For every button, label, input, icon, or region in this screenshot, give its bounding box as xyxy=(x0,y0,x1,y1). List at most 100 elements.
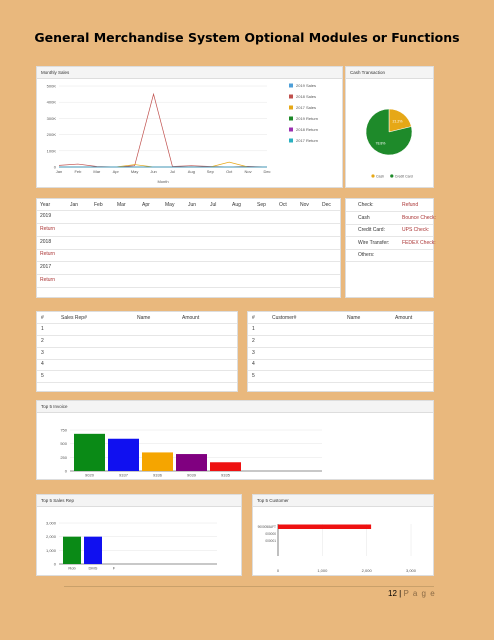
series-line xyxy=(59,161,267,168)
legend-label: Cash xyxy=(376,175,384,179)
legend-swatch xyxy=(289,138,293,143)
row-number: 2 xyxy=(252,337,255,344)
x-tick-label: Nov xyxy=(245,169,252,174)
y-tick-label: 0 xyxy=(54,562,57,567)
legend-label: 2018 Return xyxy=(296,127,318,132)
monthly-sales-title: Monthly Sales xyxy=(37,67,342,79)
row-label: Return xyxy=(40,251,56,258)
row-divider xyxy=(248,382,433,384)
column-header: Oct xyxy=(279,202,287,208)
y-tick-label: 1,000 xyxy=(46,548,57,553)
x-axis-label: Month xyxy=(157,179,168,184)
footer-divider xyxy=(64,586,434,587)
top5-invoice-panel: Top 5 Invoice 0 250 500 750 9020 9337 9336 9039… xyxy=(36,400,434,480)
payment-label: UPS Check: xyxy=(402,227,430,233)
y-tick-label: 9000058AFT xyxy=(258,525,276,529)
page-number: 12 | P a g e xyxy=(388,589,436,598)
column-header: Amount xyxy=(182,315,200,321)
y-tick-label: 000000 xyxy=(265,532,276,536)
x-tick-label: May xyxy=(131,169,139,174)
x-tick-label: Feb xyxy=(74,169,82,174)
monthly-sales-chart: 0 100K 200K 300K 400K 500K Jan Feb Mar Apr May Jun J… xyxy=(47,83,318,184)
header-divider xyxy=(248,323,433,324)
column-header: Dec xyxy=(322,202,331,208)
row-label: Return xyxy=(40,277,56,283)
bar xyxy=(63,536,81,564)
column-header: Jun xyxy=(188,202,197,208)
legend-swatch xyxy=(289,116,293,121)
row-divider xyxy=(37,235,340,237)
cash-transaction-chart: 21.2% 78.8% Cash Credit Card xyxy=(365,108,413,179)
column-header: Year xyxy=(40,202,51,208)
legend-swatch xyxy=(289,105,293,110)
row-divider xyxy=(37,382,237,384)
x-tick-label: 3,000 xyxy=(406,568,417,573)
payment-type-table: Check: Cash Credit Card: Wire Transfer: Othe… xyxy=(345,198,436,298)
cash-transaction-panel: Cash Transaction 21.2% 78.8% Cash Credit Ca… xyxy=(345,66,434,188)
x-tick-label: F xyxy=(113,566,116,571)
row-divider xyxy=(248,335,433,336)
row-divider xyxy=(37,223,340,224)
column-header: May xyxy=(165,202,175,208)
row-label: Return xyxy=(40,225,56,232)
row-number: 1 xyxy=(41,326,44,332)
bar xyxy=(142,452,173,471)
page-number-value: 12 xyxy=(388,589,397,598)
top5-sales-rep-chart: 0 1,000 2,000 3,000 Rob DMS F xyxy=(46,521,217,571)
bar xyxy=(278,524,372,529)
column-header: Mar xyxy=(117,202,126,208)
legend-swatch xyxy=(371,174,375,178)
row-divider xyxy=(37,346,237,348)
column-header: # xyxy=(41,315,44,321)
y-tick-label: 0 xyxy=(54,165,57,170)
bar xyxy=(108,438,139,471)
row-divider xyxy=(346,223,433,225)
legend-label: 2017 Sales xyxy=(296,105,316,110)
x-tick-label: 9335 xyxy=(221,473,231,478)
y-tick-label: 400K xyxy=(47,100,57,105)
row-divider xyxy=(346,248,433,250)
row-divider xyxy=(37,248,340,250)
bar xyxy=(210,462,241,471)
y-tick-label: 750 xyxy=(60,428,67,433)
x-tick-label: Jan xyxy=(56,169,62,174)
column-header: Jul xyxy=(210,202,217,208)
column-header: Apr xyxy=(142,202,150,208)
column-header: Sales Rep# xyxy=(61,315,87,321)
top5-customer-panel: Top 5 Customer 0 1,000 2,000 3,000 9000058AF… xyxy=(252,494,434,576)
top5-customer-chart: 0 1,000 2,000 3,000 9000058AFT 000000 000001 xyxy=(258,524,417,573)
y-tick-label: 000001 xyxy=(265,539,276,543)
header-divider xyxy=(37,323,237,324)
x-tick-label: 9337 xyxy=(119,473,129,478)
row-number: 4 xyxy=(41,361,44,368)
row-divider xyxy=(346,236,433,237)
sales-year-table: Year Jan Feb Mar Apr May Jun Jul Aug Sep Oct Nov Dec… xyxy=(36,198,341,298)
column-header: Sep xyxy=(257,202,266,208)
row-number: 3 xyxy=(252,349,255,356)
column-header: Jan xyxy=(70,202,79,208)
column-header: Aug xyxy=(232,202,241,208)
x-tick-label: 1,000 xyxy=(317,568,328,573)
column-header: Feb xyxy=(94,202,103,208)
bar xyxy=(74,433,105,471)
legend-label: 2017 Return xyxy=(296,138,318,143)
legend-swatch xyxy=(390,174,394,178)
row-number: 3 xyxy=(41,349,44,356)
y-tick-label: 500K xyxy=(47,84,57,89)
column-header: Nov xyxy=(300,202,309,208)
x-tick-label: Apr xyxy=(113,169,120,174)
legend-swatch xyxy=(289,94,293,99)
row-divider xyxy=(37,274,340,276)
y-tick-label: 2,000 xyxy=(46,534,57,539)
x-tick-label: Oct xyxy=(226,169,233,174)
bar xyxy=(176,454,207,471)
payment-label: Credit Card: xyxy=(358,227,385,233)
x-tick-label: Mar xyxy=(93,169,101,174)
x-tick-label: Dec xyxy=(263,169,270,174)
x-tick-label: DMS xyxy=(89,566,98,571)
row-divider xyxy=(37,261,340,263)
row-number: 4 xyxy=(252,361,255,368)
x-tick-label: Rob xyxy=(68,566,76,571)
x-tick-label: Sep xyxy=(207,169,215,174)
monthly-sales-panel: Monthly Sales 0 100K 200K 300K 400K 500K Jan Fe… xyxy=(36,66,343,188)
